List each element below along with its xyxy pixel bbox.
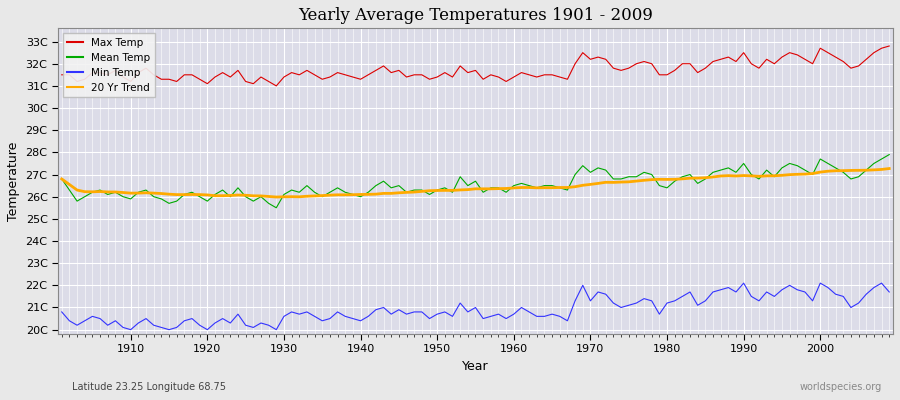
Text: worldspecies.org: worldspecies.org <box>800 382 882 392</box>
Legend: Max Temp, Mean Temp, Min Temp, 20 Yr Trend: Max Temp, Mean Temp, Min Temp, 20 Yr Tre… <box>63 34 155 98</box>
X-axis label: Year: Year <box>463 360 489 373</box>
Y-axis label: Temperature: Temperature <box>7 142 20 221</box>
Text: Latitude 23.25 Longitude 68.75: Latitude 23.25 Longitude 68.75 <box>72 382 226 392</box>
Title: Yearly Average Temperatures 1901 - 2009: Yearly Average Temperatures 1901 - 2009 <box>298 7 652 24</box>
